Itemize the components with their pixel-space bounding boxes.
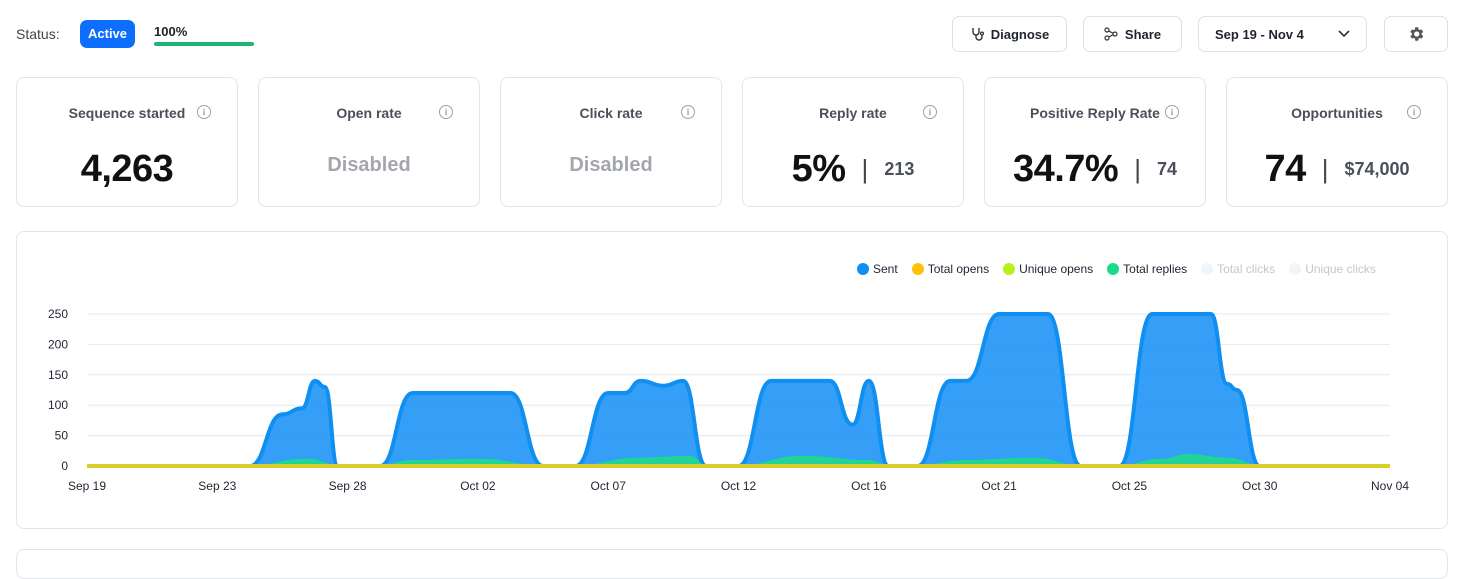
card-sequence-started: Sequence started i 4,263 — [16, 77, 238, 207]
card-value: 4,263 — [80, 148, 174, 190]
y-tick-label: 50 — [55, 429, 69, 443]
x-tick-label: Sep 19 — [68, 479, 106, 493]
info-icon[interactable]: i — [439, 105, 453, 119]
card-reply-rate: Reply rate i 5% | 213 — [742, 77, 964, 207]
status-label: Status: — [16, 26, 60, 42]
y-tick-label: 0 — [61, 459, 68, 473]
diagnose-button[interactable]: Diagnose — [952, 16, 1067, 52]
legend-label: Sent — [873, 262, 898, 276]
legend-item-unique-opens[interactable]: Unique opens — [1003, 262, 1093, 276]
card-value: 34.7% — [1012, 148, 1119, 190]
date-range-value: Sep 19 - Nov 4 — [1215, 26, 1304, 42]
chart-legend: Sent Total opens Unique opens Total repl… — [857, 262, 1376, 276]
progress-fill — [154, 42, 254, 46]
legend-dot — [857, 263, 869, 275]
top-bar: Status: Active 100% Diagnose Share Sep 1… — [0, 0, 1475, 70]
legend-item-unique-clicks[interactable]: Unique clicks — [1289, 262, 1376, 276]
x-tick-label: Oct 30 — [1242, 479, 1278, 493]
card-value: Disabled — [569, 154, 653, 176]
x-tick-label: Oct 02 — [460, 479, 496, 493]
legend-label: Unique opens — [1019, 262, 1094, 276]
share-button[interactable]: Share — [1083, 16, 1182, 52]
x-tick-label: Oct 21 — [981, 479, 1017, 493]
info-icon[interactable]: i — [197, 105, 211, 119]
card-subvalue: $74,000 — [1344, 159, 1410, 179]
info-icon[interactable]: i — [1165, 105, 1179, 119]
y-tick-label: 100 — [48, 398, 68, 412]
date-range-select[interactable]: Sep 19 - Nov 4 — [1198, 16, 1367, 52]
card-value: 74 — [1264, 148, 1306, 190]
card-opportunities: Opportunities i 74 | $74,000 — [1226, 77, 1448, 207]
divider: | — [1134, 154, 1141, 184]
card-open-rate: Open rate i Disabled — [258, 77, 480, 207]
card-title: Open rate — [336, 105, 402, 121]
share-label: Share — [1124, 26, 1162, 42]
info-icon[interactable]: i — [923, 105, 937, 119]
stethoscope-icon — [972, 28, 984, 41]
card-title: Opportunities — [1291, 105, 1383, 121]
y-tick-label: 250 — [48, 307, 68, 321]
card-subvalue: 213 — [884, 159, 915, 179]
card-title: Positive Reply Rate — [1030, 105, 1160, 121]
gear-icon — [1410, 27, 1424, 41]
settings-button[interactable] — [1384, 16, 1448, 52]
x-tick-label: Oct 25 — [1112, 479, 1148, 493]
info-icon[interactable]: i — [681, 105, 695, 119]
legend-dot — [1107, 263, 1120, 275]
legend-dot — [1289, 263, 1302, 275]
legend-label: Total clicks — [1217, 262, 1276, 276]
card-title: Click rate — [579, 105, 643, 121]
legend-label: Total replies — [1123, 262, 1188, 276]
divider: | — [861, 154, 869, 184]
x-tick-label: Sep 23 — [198, 479, 236, 493]
card-value: 5% — [791, 148, 846, 190]
progress-bar — [154, 42, 254, 46]
legend-item-sent[interactable]: Sent — [857, 262, 898, 276]
card-value: Disabled — [327, 154, 411, 176]
area-chart: 0 50 100 150 200 250 Sep 19 Sep 23 Sep 28 Oct 02 O… — [48, 307, 1409, 493]
card-title: Reply rate — [819, 105, 887, 121]
diagnose-label: Diagnose — [990, 26, 1050, 42]
legend-dot — [1201, 263, 1214, 275]
legend-item-total-replies[interactable]: Total replies — [1107, 262, 1187, 276]
card-subvalue: 74 — [1156, 159, 1178, 179]
legend-label: Unique clicks — [1305, 262, 1376, 276]
legend-item-total-clicks[interactable]: Total clicks — [1201, 262, 1275, 276]
series-area-sent — [87, 314, 1390, 466]
legend-label: Total opens — [927, 262, 990, 276]
status-badge[interactable]: Active — [80, 20, 136, 48]
card-positive-reply-rate: Positive Reply Rate i 34.7% | 74 — [984, 77, 1206, 207]
x-tick-label: Sep 28 — [329, 479, 367, 493]
divider: | — [1321, 154, 1329, 184]
info-icon[interactable]: i — [1407, 105, 1421, 119]
share-icon — [1104, 27, 1118, 41]
bottom-panel — [16, 549, 1448, 579]
chevron-down-icon — [1338, 30, 1350, 38]
series-area-total-replies — [87, 455, 1390, 466]
legend-dot — [911, 263, 924, 275]
x-tick-label: Oct 16 — [851, 479, 887, 493]
progress-percent: 100% — [154, 24, 188, 39]
x-tick-label: Oct 12 — [721, 479, 757, 493]
x-tick-label: Nov 04 — [1371, 479, 1409, 493]
y-tick-label: 200 — [48, 337, 68, 351]
y-tick-label: 150 — [48, 368, 68, 382]
card-title: Sequence started — [68, 105, 186, 121]
legend-dot — [1003, 263, 1016, 275]
x-tick-label: Oct 07 — [591, 479, 627, 493]
legend-item-total-opens[interactable]: Total opens — [911, 262, 990, 276]
card-click-rate: Click rate i Disabled — [500, 77, 722, 207]
